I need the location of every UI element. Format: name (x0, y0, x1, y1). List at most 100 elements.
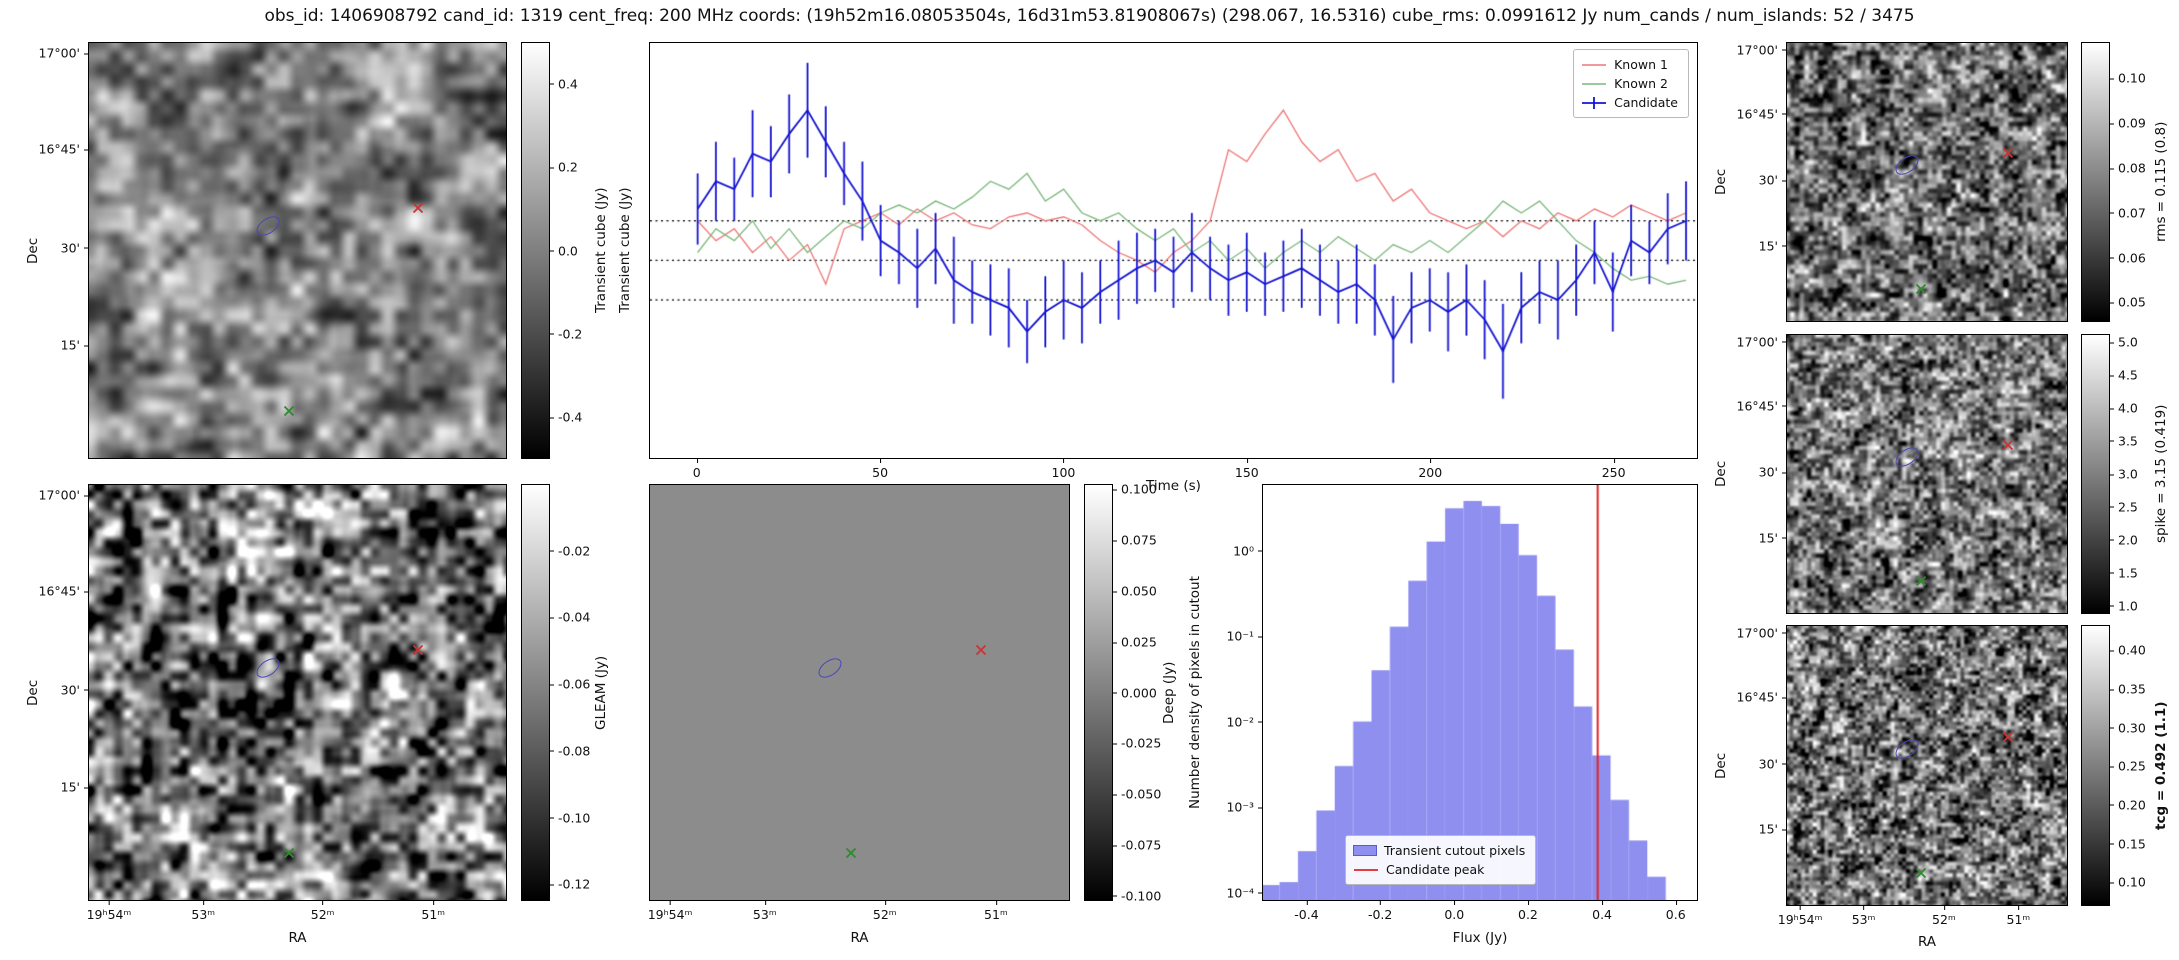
known2-line-sample (1582, 82, 1607, 85)
tick-label: 15' (1734, 530, 1786, 545)
gleam-colorbar-ticks: -0.02 -0.04 -0.06 -0.08 -0.10 -0.12 (550, 484, 598, 901)
transient-colorbar-ticks: 0.4 0.2 0.0 -0.2 -0.4 (550, 42, 598, 459)
tick-label: -0.2 (550, 326, 598, 341)
rms-colorbar-ticks: 0.10 0.09 0.08 0.07 0.06 0.05 (2110, 42, 2152, 322)
tick-label: 0.10 (2110, 71, 2152, 86)
spike-colorbar-ticks: 5.0 4.5 4.0 3.5 3.0 2.5 2.0 1.5 1.0 (2110, 334, 2152, 614)
cutout-pixels-patch (1353, 845, 1377, 856)
tick-label: 0.100 (1113, 482, 1161, 497)
tcg-colorbar-label: tcg = 0.492 (1.1) (2153, 701, 2169, 830)
tick-label: 4.0 (2110, 401, 2152, 416)
tick-label: 17°00' (36, 488, 88, 503)
histogram-plot (1263, 485, 1697, 900)
rms-cutout-panel (1786, 42, 2068, 322)
tick-label: 0.050 (1113, 584, 1161, 599)
tick-label: 3.5 (2110, 433, 2152, 448)
tick-label: 10⁰ (1210, 543, 1262, 558)
tick-label: 0.000 (1113, 685, 1161, 700)
tick-label: 0 (692, 459, 701, 480)
tick-label: -0.10 (550, 810, 598, 825)
tick-label: 0.25 (2110, 759, 2152, 774)
tick-label: -0.12 (550, 877, 598, 892)
tick-label: 0.075 (1113, 533, 1161, 548)
legend-label-cutout-pixels: Transient cutout pixels (1384, 843, 1526, 858)
spike-colorbar (2081, 334, 2110, 614)
tick-label: 0.2 (1518, 901, 1538, 922)
gleam-colorbar-label: GLEAM (Jy) (593, 655, 609, 730)
spike-dec-axis-label: Dec (1713, 460, 1729, 488)
tick-label: 50 (872, 459, 889, 480)
tick-label: 15' (1734, 238, 1786, 253)
tick-label: 30' (1734, 173, 1786, 188)
tick-label: 0.4 (550, 76, 598, 91)
tick-label: 19ʰ54ᵐ (647, 901, 693, 922)
tcg-colorbar (2081, 625, 2110, 906)
deep-colorbar-label: Deep (Jy) (1161, 661, 1177, 724)
rms-cutout-image (1787, 43, 2067, 321)
tick-label: 15' (36, 338, 88, 353)
spike-colorbar-label: spike = 3.15 (0.419) (2153, 404, 2169, 544)
tick-label: -0.4 (1294, 901, 1319, 922)
rms-colorbar (2081, 42, 2110, 322)
figure-title: obs_id: 1406908792 cand_id: 1319 cent_fr… (264, 6, 1915, 26)
tick-label: 0.10 (2110, 875, 2152, 890)
tick-label: 53ᵐ (1851, 906, 1876, 927)
tcg-ra-ticks: 19ʰ54ᵐ 53ᵐ 52ᵐ 51ᵐ (1778, 906, 2068, 928)
tick-label: -0.025 (1113, 736, 1161, 751)
histogram-legend: Transient cutout pixels Candidate peak (1345, 835, 1537, 885)
tick-label: 10⁻⁴ (1210, 885, 1262, 900)
histogram-y-ticks: 10⁰ 10⁻¹ 10⁻² 10⁻³ 10⁻⁴ (1210, 484, 1262, 901)
tick-label: 17°00' (36, 46, 88, 61)
legend-entry-candidate-peak: Candidate peak (1353, 860, 1525, 879)
known1-line-sample (1582, 63, 1607, 66)
candidate-errorbar-sample (1582, 96, 1607, 109)
tcg-dec-ticks: 17°00' 16°45' 30' 15' (1734, 625, 1786, 906)
tick-label: 30' (1734, 756, 1786, 771)
tcg-colorbar-ticks: 0.40 0.35 0.30 0.25 0.20 0.15 0.10 (2110, 625, 2152, 906)
tick-label: 16°45' (36, 142, 88, 157)
tick-label: 0.07 (2110, 205, 2152, 220)
tick-label: 2.5 (2110, 499, 2152, 514)
legend-entry-cutout-pixels: Transient cutout pixels (1353, 841, 1525, 860)
tick-label: 0.30 (2110, 720, 2152, 735)
tcg-cutout-panel (1786, 625, 2068, 906)
tick-label: 3.0 (2110, 467, 2152, 482)
tick-label: 150 (1234, 459, 1259, 480)
tick-label: 4.5 (2110, 368, 2152, 383)
tick-label: 0.06 (2110, 250, 2152, 265)
tick-label: 19ʰ54ᵐ (1777, 906, 1823, 927)
legend-label-known1: Known 1 (1614, 57, 1668, 72)
lightcurve-x-ticks: 0 50 100 150 200 250 (649, 459, 1698, 481)
tick-label: 15' (1734, 822, 1786, 837)
tick-label: 16°45' (1734, 398, 1786, 413)
tick-label: 30' (36, 240, 88, 255)
tcg-ra-axis-label: RA (1917, 934, 1937, 950)
tick-label: 2.0 (2110, 532, 2152, 547)
spike-cutout-image (1787, 335, 2067, 613)
rms-colorbar-label: rms = 0.115 (0.8) (2153, 121, 2169, 243)
transient-cutout-image (89, 43, 506, 458)
tick-label: 52ᵐ (872, 901, 897, 922)
histogram-panel: Transient cutout pixels Candidate peak (1262, 484, 1698, 901)
histogram-x-ticks: -0.4 -0.2 0.0 0.2 0.4 0.6 (1262, 901, 1698, 923)
deep-colorbar-ticks: 0.100 0.075 0.050 0.025 0.000 -0.025 -0.050 -0.… (1113, 482, 1161, 903)
tick-label: -0.4 (550, 410, 598, 425)
tick-label: 53ᵐ (752, 901, 777, 922)
legend-label-candidate: Candidate (1614, 95, 1678, 110)
transient-colorbar-label: Transient cube (Jy) (593, 187, 609, 314)
gleam-colorbar (521, 484, 550, 901)
lightcurve-legend: Known 1 Known 2 Candidate (1573, 49, 1689, 118)
rms-dec-ticks: 17°00' 16°45' 30' 15' (1734, 42, 1786, 322)
lightcurve-plot (650, 43, 1697, 458)
gleam-cutout-image (89, 485, 506, 900)
tick-label: -0.04 (550, 610, 598, 625)
tick-label: 15' (36, 780, 88, 795)
tick-label: 17°00' (1734, 625, 1786, 640)
tick-label: 16°45' (1734, 690, 1786, 705)
tick-label: 0.025 (1113, 635, 1161, 650)
histogram-y-axis-label: Number density of pixels in cutout (1187, 576, 1203, 809)
tick-label: 30' (1734, 465, 1786, 480)
tick-label: 16°45' (36, 584, 88, 599)
tick-label: 250 (1601, 459, 1626, 480)
tick-label: -0.08 (550, 743, 598, 758)
